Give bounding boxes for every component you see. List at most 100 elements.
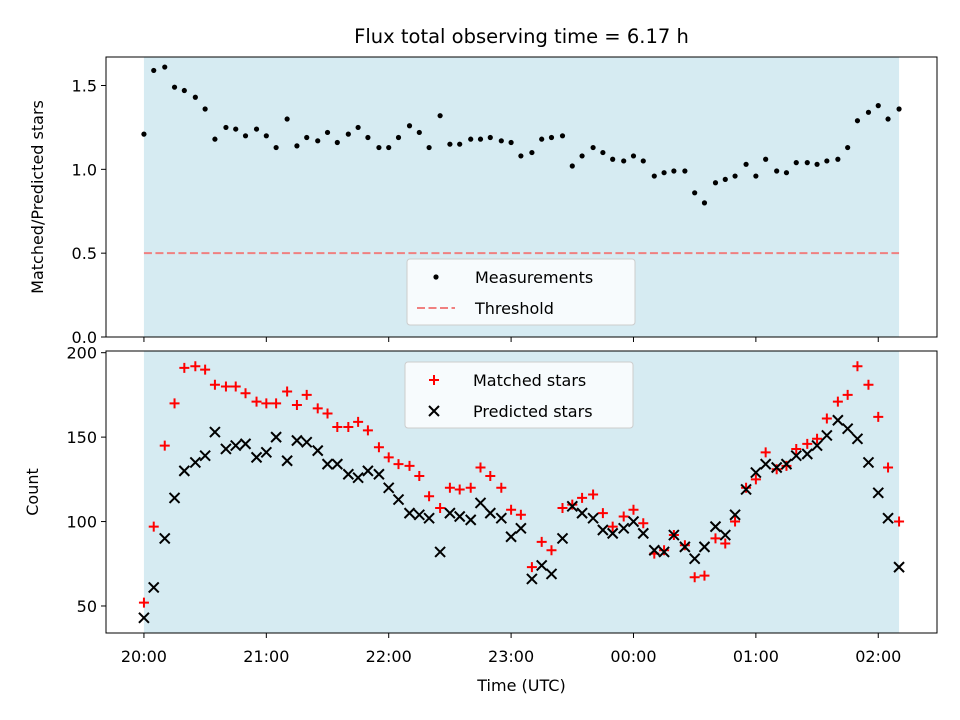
matched-stars-point bbox=[282, 386, 293, 397]
y-tick-label: 1.0 bbox=[72, 160, 97, 179]
matched-stars-point bbox=[190, 361, 201, 372]
measurement-point bbox=[743, 161, 749, 167]
predicted-stars-point bbox=[627, 515, 640, 528]
x-tick-label: 02:00 bbox=[855, 647, 901, 666]
matched-stars-point bbox=[863, 379, 874, 390]
legend-label: Matched stars bbox=[473, 371, 586, 390]
predicted-stars-point bbox=[790, 449, 802, 462]
predicted-stars-point bbox=[770, 461, 783, 474]
measurement-point bbox=[671, 168, 677, 174]
predicted-stars-point bbox=[230, 439, 242, 452]
bottom-panel: 50 100 150 200 20:00 21:00 22:00 23:00 00:00 01:… bbox=[23, 344, 938, 666]
predicted-stars-point bbox=[535, 559, 548, 572]
predicted-stars-point bbox=[383, 482, 395, 494]
measurement-point bbox=[814, 161, 820, 167]
measurement-point bbox=[529, 149, 535, 156]
matched-stars-point bbox=[720, 538, 731, 549]
measurement-point bbox=[468, 136, 474, 142]
y-tick-label: 0.5 bbox=[72, 244, 97, 263]
measurement-point bbox=[477, 136, 484, 142]
predicted-stars-point bbox=[209, 426, 221, 438]
predicted-stars-point bbox=[780, 458, 793, 470]
matched-stars-point bbox=[515, 509, 526, 520]
matched-stars-point bbox=[393, 459, 404, 470]
measurement-point bbox=[345, 131, 351, 137]
top-y-ticks: 0.0 0.5 1.0 1.5 bbox=[72, 77, 106, 347]
matched-stars-point bbox=[454, 484, 465, 495]
predicted-stars-point bbox=[679, 541, 691, 553]
measurement-point bbox=[437, 113, 443, 119]
measurement-point bbox=[171, 84, 178, 90]
matched-stars-point bbox=[536, 536, 547, 547]
measurement-point bbox=[376, 144, 382, 151]
predicted-stars-point bbox=[484, 507, 496, 519]
measurement-point bbox=[579, 153, 585, 159]
predicted-stars-point bbox=[505, 531, 517, 543]
measurement-point bbox=[640, 158, 646, 164]
predicted-stars-point bbox=[331, 458, 344, 470]
matched-stars-point bbox=[659, 545, 670, 556]
measurement-point bbox=[395, 134, 402, 141]
matched-stars-point bbox=[760, 447, 771, 458]
measurement-point bbox=[141, 131, 147, 137]
measurement-point bbox=[712, 180, 719, 186]
matched-stars-point bbox=[291, 400, 302, 411]
bottom-y-ticks: 50 100 150 200 bbox=[66, 344, 106, 616]
predicted-stars-point bbox=[832, 414, 844, 426]
y-tick-label: 1.5 bbox=[72, 77, 97, 96]
measurement-point bbox=[621, 158, 627, 164]
legend-label: Measurements bbox=[475, 268, 593, 287]
predicted-stars-point bbox=[658, 546, 670, 558]
predicted-stars-point bbox=[587, 512, 599, 524]
matched-stars-point bbox=[496, 482, 507, 493]
matched-stars-point bbox=[332, 421, 343, 432]
measurement-point bbox=[426, 144, 432, 151]
predicted-stars-point bbox=[617, 522, 630, 535]
legend-box bbox=[404, 361, 634, 429]
measurement-point bbox=[804, 160, 810, 166]
measurement-point bbox=[854, 118, 861, 124]
measurement-point bbox=[774, 168, 780, 174]
matched-stars-point bbox=[343, 421, 354, 432]
matched-stars-point bbox=[588, 489, 599, 500]
measurement-point bbox=[875, 103, 881, 109]
matched-stars-point bbox=[220, 381, 231, 392]
predicted-stars-point bbox=[526, 573, 538, 585]
measurement-point bbox=[223, 124, 229, 131]
predicted-stars-point bbox=[148, 581, 160, 594]
measurement-point bbox=[610, 156, 616, 162]
matched-stars-point bbox=[750, 474, 761, 485]
measurement-point bbox=[600, 149, 606, 156]
predicted-stars-point bbox=[821, 429, 833, 442]
y-tick-label: 150 bbox=[66, 428, 97, 447]
predicted-stars-point bbox=[759, 458, 772, 470]
measurement-point bbox=[722, 176, 728, 182]
matched-stars-point bbox=[883, 462, 894, 473]
top-panel: 0.0 0.5 1.0 1.5 Matched/Predicted stars Mea… bbox=[28, 56, 938, 347]
matched-stars-point bbox=[209, 379, 220, 390]
matched-stars-point bbox=[771, 464, 782, 475]
measurement-point bbox=[682, 168, 688, 174]
measurement-point bbox=[661, 170, 667, 176]
matched-stars-point bbox=[546, 545, 557, 556]
y-tick-label: 200 bbox=[66, 344, 97, 363]
measurement-point bbox=[162, 64, 168, 70]
measurement-point bbox=[548, 134, 555, 141]
predicted-stars-point bbox=[281, 455, 293, 467]
predicted-stars-point bbox=[698, 541, 711, 553]
legend-dot-marker bbox=[433, 274, 439, 280]
predicted-stars-point bbox=[239, 438, 252, 450]
matched-stars-point bbox=[557, 503, 568, 514]
matched-stars-point bbox=[894, 516, 905, 527]
matched-stars-point bbox=[607, 521, 618, 532]
x-axis-label: Time (UTC) bbox=[476, 676, 565, 695]
measurement-point bbox=[233, 126, 239, 132]
matched-stars-point bbox=[821, 413, 832, 424]
predicted-stars-point bbox=[648, 544, 660, 556]
predicted-stars-point bbox=[545, 568, 558, 580]
measurements-series bbox=[141, 64, 902, 206]
measurement-point bbox=[284, 116, 290, 122]
measurement-point bbox=[447, 141, 453, 147]
predicted-stars-point bbox=[893, 561, 905, 573]
measurement-point bbox=[181, 87, 187, 94]
